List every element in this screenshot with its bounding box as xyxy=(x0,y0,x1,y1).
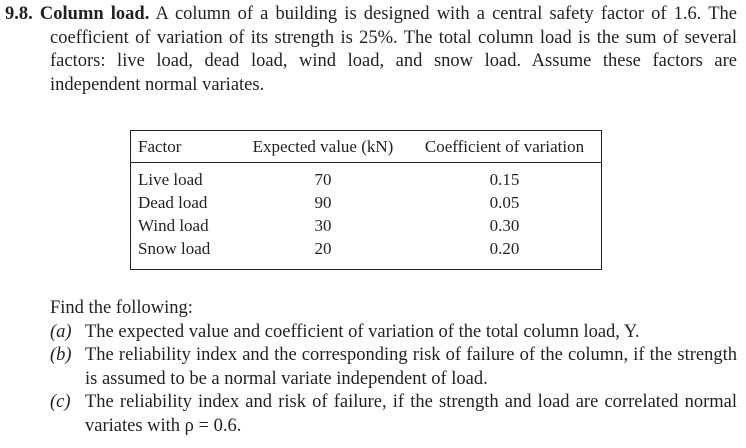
table-cell: 0.15 xyxy=(489,170,520,189)
table-cell: 0.05 xyxy=(489,193,520,212)
problem-title: Column load. xyxy=(39,4,150,24)
table-row: Live load 70 0.15 xyxy=(131,163,601,192)
question-label: (a) xyxy=(50,321,72,342)
question-label: (c) xyxy=(50,392,71,412)
table-row: Wind load 30 0.30 xyxy=(131,214,601,237)
header-cell: Expected value (kN) xyxy=(238,131,408,163)
problem: 9.8. Column load. A column of a building… xyxy=(5,3,737,97)
problem-text: A column of a building is designed with … xyxy=(50,4,738,95)
header-cell: Coefficient of variation xyxy=(408,131,601,163)
question-item: (a) The expected value and coefficient of… xyxy=(50,321,737,345)
question-text: The expected value and coefficient of va… xyxy=(85,321,640,342)
question-text: The reliability index and risk of failur… xyxy=(85,392,737,436)
table-row: Snow load 20 0.20 xyxy=(131,237,601,260)
table-cell: Snow load xyxy=(138,239,211,258)
problem-number: 9.8. xyxy=(5,4,33,24)
question-text: The reliability index and the correspond… xyxy=(85,345,737,389)
questions: Find the following: (a) The expected valu… xyxy=(50,297,737,438)
table-cell: Live load xyxy=(138,170,203,189)
header-row: Factor Expected value (kN) Coefficient of … xyxy=(131,131,601,163)
question-item: (c) The reliability index and risk of fai… xyxy=(50,391,737,438)
header-cell: Factor xyxy=(131,131,238,163)
questions-intro: Find the following: xyxy=(50,298,193,318)
table-row: Dead load 90 0.05 xyxy=(131,191,601,214)
question-label: (b) xyxy=(50,345,72,365)
table-cell: 0.30 xyxy=(489,216,520,235)
table-cell: Dead load xyxy=(138,193,208,212)
table-cell: 90 xyxy=(314,193,332,212)
table-cell: 30 xyxy=(314,216,332,235)
table-cell: 20 xyxy=(314,239,332,258)
table-cell: 0.20 xyxy=(489,239,520,258)
question-item: (b) The reliability index and the corresp… xyxy=(50,344,737,391)
table-cell: Wind load xyxy=(138,216,209,235)
table-cell: 70 xyxy=(314,170,332,189)
data-table: Factor Expected value (kN) Coefficient of … xyxy=(130,130,602,270)
